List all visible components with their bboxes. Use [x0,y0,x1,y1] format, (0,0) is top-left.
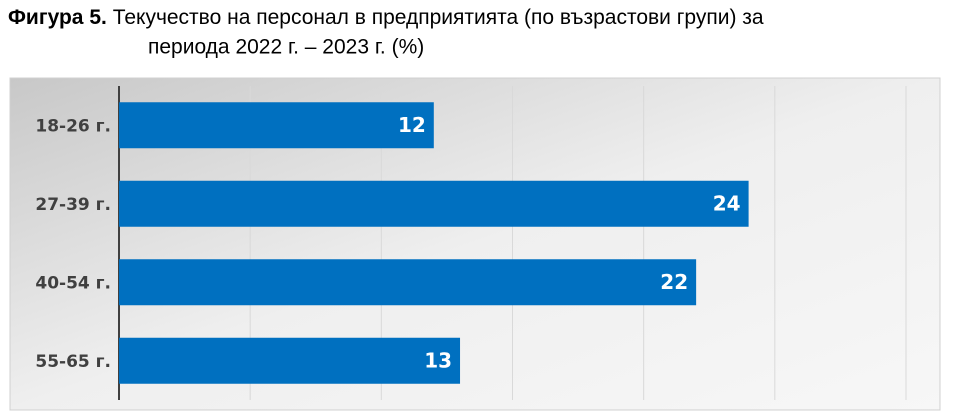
bar [119,180,749,227]
value-label: 13 [424,348,452,372]
title-line: Текучество на персонал в предприятията (… [113,6,764,29]
value-label: 24 [713,191,741,215]
value-label: 22 [660,270,688,294]
bar [119,102,434,149]
bar [119,259,697,306]
bar [119,337,461,384]
value-label: 12 [398,113,426,137]
title-prefix: Фигура 5. [8,6,107,29]
title-line: периода 2022 г. – 2023 г. (%) [148,36,424,59]
y-tick-label: 55-65 г. [35,352,111,372]
y-tick-label: 27-39 г. [35,195,111,215]
y-tick-label: 18-26 г. [35,116,111,136]
y-tick-label: 40-54 г. [35,273,111,293]
chart-title: Фигура 5. Текучество на персонал в предп… [8,6,764,29]
